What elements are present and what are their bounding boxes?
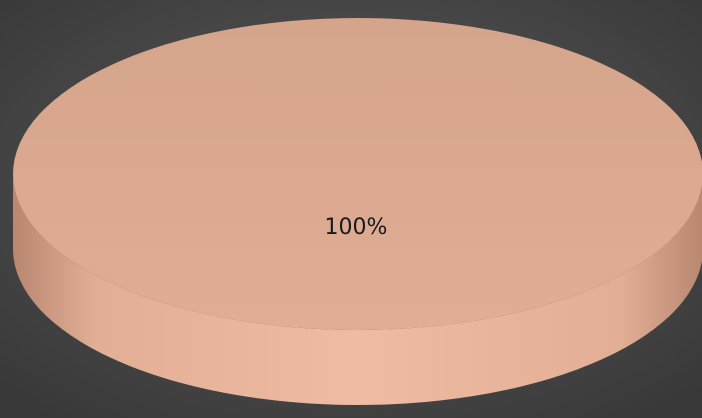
slice-side [13, 174, 702, 405]
pie-slice [13, 18, 702, 405]
slice-top [13, 18, 702, 330]
data-label: 100% [325, 215, 388, 240]
